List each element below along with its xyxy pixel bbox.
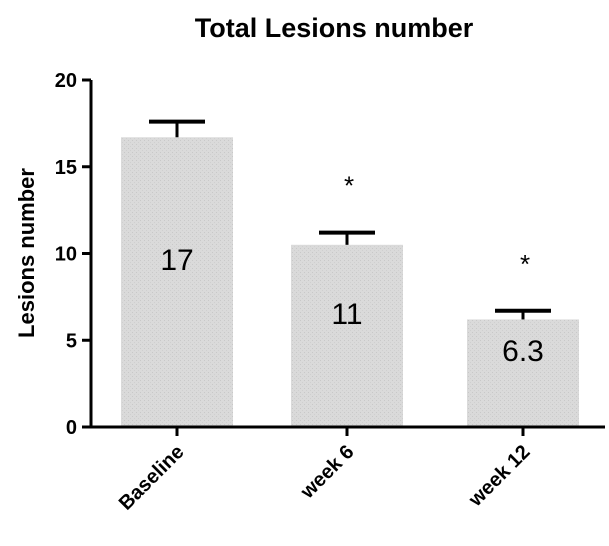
x-tick-label-0: Baseline [115, 441, 189, 515]
bar-1 [291, 244, 403, 427]
significance-star-1: * [344, 171, 354, 201]
significance-star-2: * [520, 249, 530, 279]
bar-0 [121, 137, 233, 427]
y-tick-label-0: 0 [66, 417, 77, 439]
x-tick-label-2: week 12 [464, 441, 535, 512]
data-label-0: 17 [160, 244, 193, 277]
y-tick-label-1: 5 [66, 330, 77, 352]
x-tick-label-1: week 6 [296, 441, 359, 504]
data-label-1: 11 [331, 298, 362, 331]
data-label-2: 6.3 [502, 335, 544, 368]
y-tick-label-3: 15 [55, 157, 77, 179]
y-tick-label-4: 20 [55, 70, 77, 92]
y-tick-label-2: 10 [55, 244, 77, 266]
y-axis-label: Lesions number [14, 168, 39, 338]
bar-2 [467, 319, 579, 427]
plot-area: 17 11 * 6.3 * 0 5 10 15 20 Baseline week 6 week 12 [55, 70, 605, 515]
chart-title: Total Lesions number [195, 13, 474, 43]
